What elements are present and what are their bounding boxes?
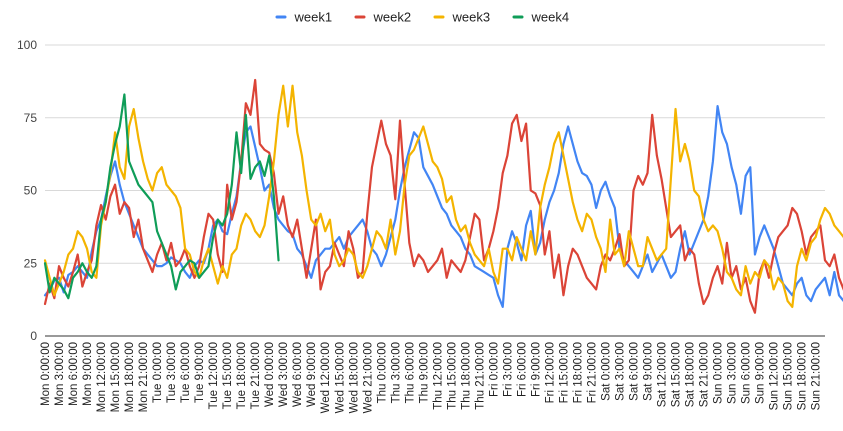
- x-tick-label: Sun 0:00:00: [713, 342, 725, 404]
- x-tick-label: Sun 9:00:00: [755, 342, 767, 404]
- x-tick-label: Thu 0:00:00: [376, 342, 388, 403]
- x-tick-label: Mon 0:00:00: [40, 342, 52, 406]
- x-tick-label: Sat 15:00:00: [671, 342, 683, 407]
- legend-item-week1[interactable]: week1: [275, 10, 333, 25]
- x-tick-label: Sat 0:00:00: [600, 342, 612, 401]
- x-tick-label: Sat 21:00:00: [699, 342, 711, 407]
- x-tick-label: Mon 12:00:00: [96, 342, 108, 412]
- legend-label: week4: [531, 10, 570, 25]
- x-tick-label: Wed 0:00:00: [264, 342, 276, 407]
- series-lines: [43, 78, 843, 314]
- legend-swatch: [512, 15, 524, 19]
- x-tick-label: Wed 6:00:00: [292, 342, 304, 407]
- x-tick-label: Tue 12:00:00: [208, 342, 220, 409]
- x-tick-label: Mon 18:00:00: [124, 342, 136, 412]
- x-tick-label: Mon 9:00:00: [82, 342, 94, 406]
- x-tick-label: Fri 12:00:00: [544, 342, 556, 403]
- x-tick-label: Fri 0:00:00: [488, 342, 500, 397]
- legend-item-week2[interactable]: week2: [354, 10, 412, 25]
- x-tick-label: Sat 9:00:00: [643, 342, 655, 401]
- legend-item-week3[interactable]: week3: [433, 10, 491, 25]
- y-tick-label: 0: [30, 329, 37, 343]
- x-tick-label: Tue 3:00:00: [166, 342, 178, 403]
- x-tick-label: Sun 21:00:00: [811, 342, 823, 410]
- x-tick-label: Tue 6:00:00: [180, 342, 192, 403]
- x-tick-label: Sun 18:00:00: [797, 342, 809, 410]
- legend-swatch: [433, 15, 445, 19]
- y-tick-label: 25: [24, 256, 38, 270]
- x-tick-label: Sat 18:00:00: [685, 342, 697, 407]
- x-tick-label: Fri 6:00:00: [516, 342, 528, 397]
- x-tick-label: Tue 21:00:00: [250, 342, 262, 409]
- x-tick-label: Mon 21:00:00: [138, 342, 150, 412]
- x-tick-label: Wed 21:00:00: [362, 342, 374, 413]
- series-line-week2: [43, 78, 843, 314]
- x-tick-label: Thu 18:00:00: [460, 342, 472, 410]
- x-tick-label: Fri 9:00:00: [530, 342, 542, 397]
- x-tick-label: Mon 15:00:00: [110, 342, 122, 412]
- series-line-week4: [43, 93, 280, 300]
- y-tick-label: 75: [24, 111, 38, 125]
- x-tick-label: Sun 12:00:00: [769, 342, 781, 410]
- x-tick-label: Fri 15:00:00: [558, 342, 570, 403]
- x-tick-label: Wed 9:00:00: [306, 342, 318, 407]
- legend-label: week3: [452, 10, 491, 25]
- x-tick-label: Fri 3:00:00: [502, 342, 514, 397]
- x-tick-label: Tue 0:00:00: [152, 342, 164, 403]
- x-tick-label: Sun 15:00:00: [783, 342, 795, 410]
- x-tick-label: Tue 18:00:00: [236, 342, 248, 409]
- x-tick-label: Thu 3:00:00: [390, 342, 402, 403]
- legend-label: week2: [373, 10, 412, 25]
- x-tick-label: Thu 21:00:00: [474, 342, 486, 410]
- x-tick-label: Thu 6:00:00: [404, 342, 416, 403]
- x-tick-label: Thu 9:00:00: [418, 342, 430, 403]
- x-tick-label: Fri 21:00:00: [586, 342, 598, 403]
- x-axis-ticks: Mon 0:00:00 Mon 3:00:00 Mon 6:00:00 Mon 9:0…: [40, 342, 823, 413]
- x-tick-label: Sat 3:00:00: [614, 342, 626, 401]
- series-line-week3: [43, 84, 843, 308]
- x-tick-label: Wed 12:00:00: [320, 342, 332, 413]
- legend: week1 week2 week3 week4: [275, 10, 570, 25]
- x-tick-label: Wed 18:00:00: [348, 342, 360, 413]
- x-tick-label: Mon 3:00:00: [54, 342, 66, 406]
- x-tick-label: Sun 6:00:00: [741, 342, 753, 404]
- x-tick-label: Wed 15:00:00: [334, 342, 346, 413]
- x-tick-label: Sat 12:00:00: [657, 342, 669, 407]
- x-tick-label: Sat 6:00:00: [629, 342, 641, 401]
- y-tick-label: 50: [24, 184, 38, 198]
- x-tick-label: Thu 15:00:00: [446, 342, 458, 410]
- x-tick-label: Thu 12:00:00: [432, 342, 444, 410]
- legend-swatch: [275, 15, 287, 19]
- x-tick-label: Mon 6:00:00: [68, 342, 80, 406]
- x-tick-label: Tue 9:00:00: [194, 342, 206, 403]
- legend-item-week4[interactable]: week4: [512, 10, 570, 25]
- legend-swatch: [354, 15, 366, 19]
- legend-label: week1: [294, 10, 333, 25]
- y-axis-ticks: 0 25 50 75 100: [17, 38, 37, 343]
- x-tick-label: Sun 3:00:00: [727, 342, 739, 404]
- x-tick-label: Wed 3:00:00: [278, 342, 290, 407]
- y-tick-label: 100: [17, 38, 37, 52]
- x-tick-label: Fri 18:00:00: [572, 342, 584, 403]
- x-tick-label: Tue 15:00:00: [222, 342, 234, 409]
